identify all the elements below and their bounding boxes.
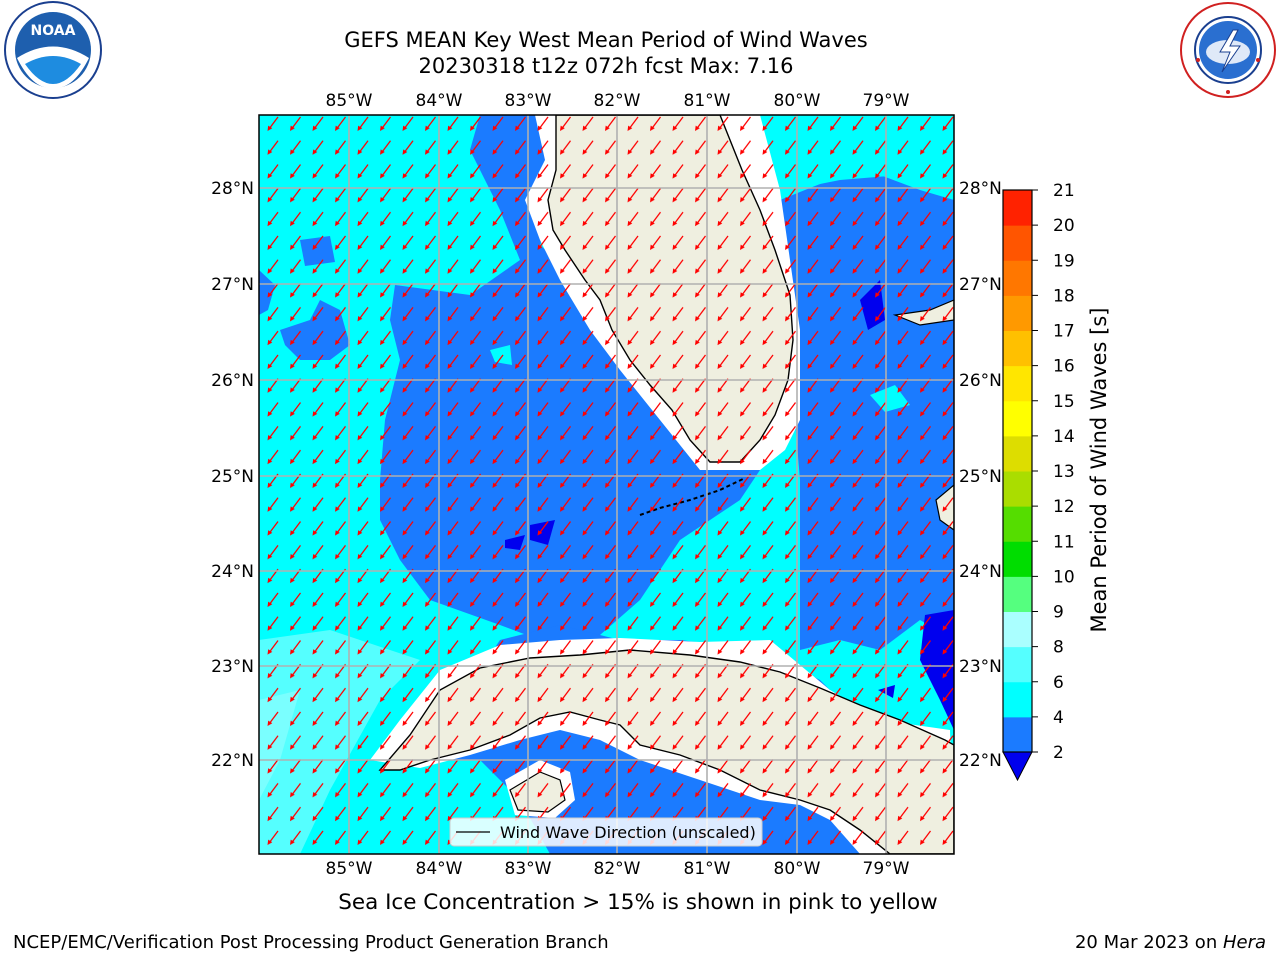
footer-host: Hera [1222,932,1266,953]
lon-label-top: 83°W [505,91,552,111]
colorbar-swatch [1003,576,1032,612]
lat-label-left: 27°N [211,275,254,295]
lon-label-top: 81°W [684,91,731,111]
map-frame [258,114,955,855]
footer-date-text: 20 Mar 2023 on [1074,932,1223,953]
lat-label-left: 23°N [211,657,254,677]
lon-label-top: 85°W [326,91,373,111]
lat-label-right: 26°N [959,371,1002,391]
colorbar-tick-label: 10 [1053,567,1075,587]
colorbar-swatch [1003,716,1032,753]
lat-label-left: 25°N [211,467,254,487]
colorbar-swatch [1003,471,1032,507]
lon-label-bottom: 84°W [416,859,463,879]
lat-label-right: 23°N [959,657,1002,677]
colorbar-tick-label: 18 [1053,286,1075,306]
lat-label-right: 27°N [959,275,1002,295]
footer-credit: NCEP/EMC/Verification Post Processing Pr… [13,932,609,953]
colorbar-tick-label: 2 [1053,743,1064,763]
legend-label: Wind Wave Direction (unscaled) [500,823,756,842]
lon-label-bottom: 81°W [684,859,731,879]
lat-label-right: 24°N [959,562,1002,582]
colorbar-tick-label: 20 [1053,216,1075,236]
colorbar-swatch [1003,295,1032,331]
colorbar-swatch [1003,400,1032,437]
lat-label-right: 28°N [959,179,1002,199]
chart-title: GEFS MEAN Key West Mean Period of Wind W… [344,28,868,52]
colorbar-tick-label: 15 [1053,392,1075,412]
colorbar-swatch [1003,260,1032,296]
lon-label-bottom: 83°W [505,859,552,879]
lon-label-bottom: 80°W [774,859,821,879]
lat-label-right: 25°N [959,467,1002,487]
colorbar-tick-label: 14 [1053,427,1075,447]
colorbar-tick-label: 4 [1053,708,1064,728]
chart-subtitle: 20230318 t12z 072h fcst Max: 7.16 [418,54,794,78]
lon-label-top: 79°W [863,91,910,111]
colorbar-tick-label: 9 [1053,603,1064,623]
colorbar-swatch [1003,190,1032,226]
noaa-logo: NOAA [3,0,103,100]
colorbar-swatch [1003,225,1032,261]
lon-label-top: 84°W [416,91,463,111]
wind-wave-arrows [259,115,954,854]
lon-label-bottom: 85°W [326,859,373,879]
colorbar-swatch [1003,330,1032,367]
colorbar: 2 4 6 8 9 10 11 12 13 14 15 16 17 18 19 20 21 [1002,181,1075,782]
map-plot-area [259,115,954,854]
colorbar-tick-label: 17 [1053,322,1075,342]
colorbar-tick-label: 13 [1053,462,1075,482]
lon-label-bottom: 79°W [863,859,910,879]
lat-label-left: 28°N [211,179,254,199]
lon-label-top: 82°W [594,91,641,111]
axis-labels: 85°W 85°W 84°W 84°W 83°W 83°W 82°W 82°W 81°W 81°W… [211,91,1002,879]
colorbar-swatch [1003,646,1032,683]
colorbar-swatch [1003,541,1032,577]
colorbar-label: Mean Period of Wind Waves [s] [1087,308,1111,633]
colorbar-swatch [1003,435,1032,472]
noaa-logo-text: NOAA [31,23,76,39]
lat-label-left: 24°N [211,562,254,582]
lon-label-top: 80°W [774,91,821,111]
lat-label-left: 26°N [211,371,254,391]
map-gridlines [259,115,954,854]
lat-label-left: 22°N [211,751,254,771]
colorbar-swatch [1003,365,1032,402]
colorbar-tick-label: 21 [1053,181,1075,201]
colorbar-swatch [1003,611,1032,648]
nws-logo [1178,0,1278,100]
footer-date: 20 Mar 2023 on Hera [1075,932,1266,953]
colorbar-tick-label: 6 [1053,673,1064,693]
colorbar-tick-label: 19 [1053,251,1075,271]
colorbar-tick-label: 16 [1053,357,1075,377]
sea-ice-note: Sea Ice Concentration > 15% is shown in … [338,890,938,915]
lat-label-right: 22°N [959,751,1002,771]
colorbar-swatch [1003,506,1032,542]
colorbar-tick-label: 11 [1053,532,1075,552]
map-legend: Wind Wave Direction (unscaled) [449,817,763,847]
colorbar-tick-label: 8 [1053,638,1064,658]
colorbar-extension [1002,751,1033,782]
colorbar-swatch [1003,681,1032,718]
colorbar-tick-label: 12 [1053,497,1075,517]
lon-label-bottom: 82°W [594,859,641,879]
